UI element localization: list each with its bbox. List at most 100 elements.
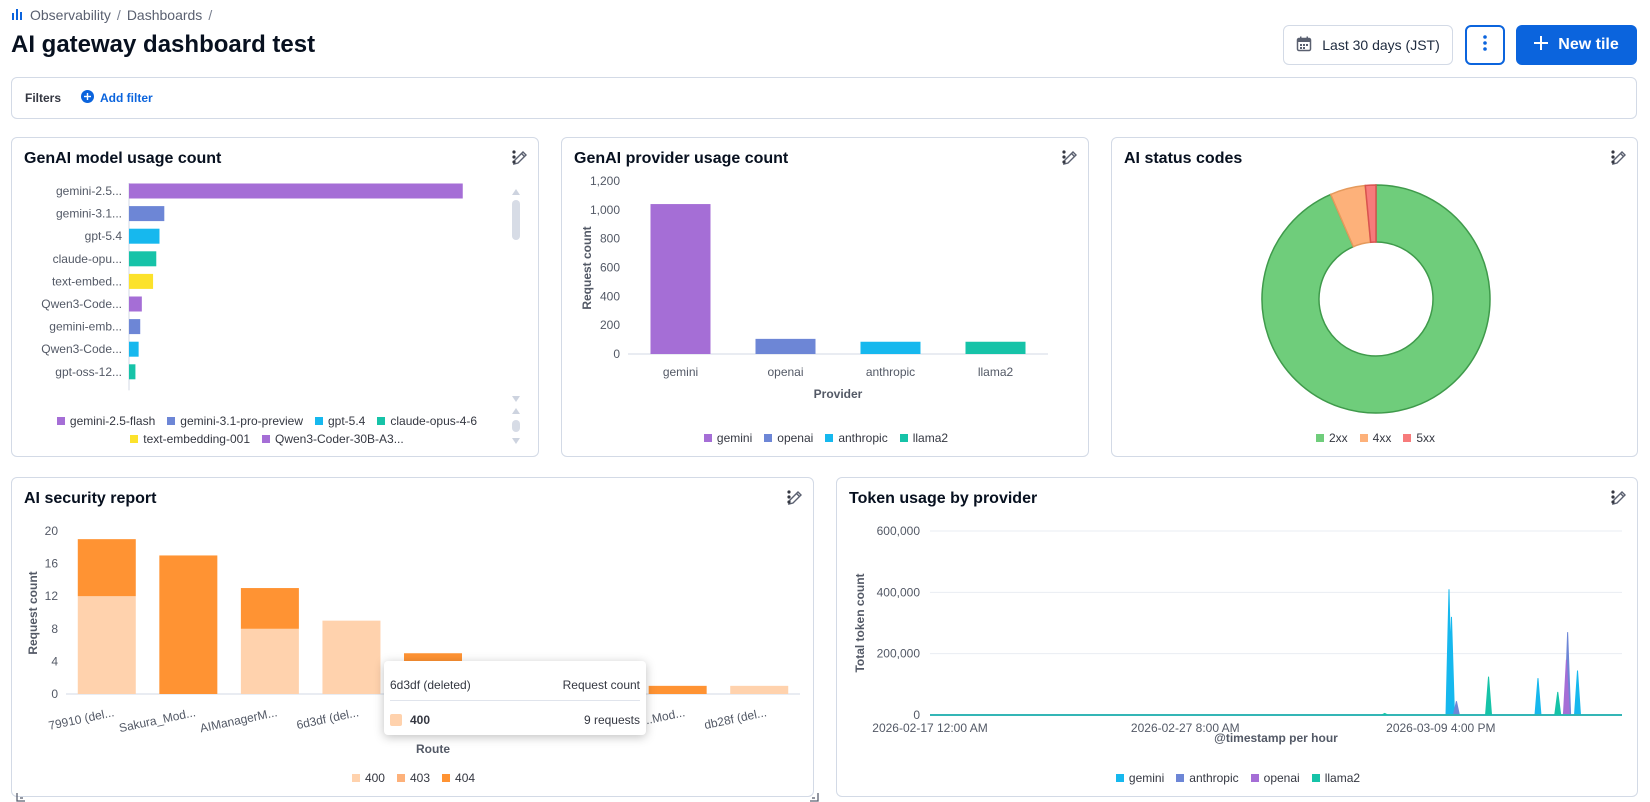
panel-status-codes: AI status codes 2xx 4xx 5xx xyxy=(1111,137,1638,457)
panel-title: GenAI model usage count xyxy=(24,150,222,167)
legend-item[interactable]: 400 xyxy=(351,771,385,785)
x-axis-title: @timestamp per hour xyxy=(1214,731,1338,745)
bar xyxy=(129,183,463,199)
status-codes-chart xyxy=(1261,184,1491,414)
panel-title: AI status codes xyxy=(1124,150,1243,167)
x-tick-label: gemini xyxy=(663,365,698,379)
legend-label: gpt-5.4 xyxy=(328,414,366,428)
legend-swatch xyxy=(56,417,65,425)
legend-swatch xyxy=(1250,774,1259,782)
y-axis-title: Request count xyxy=(580,226,594,309)
legend-item[interactable]: llama2 xyxy=(899,431,949,445)
legend-item[interactable]: openai xyxy=(1250,771,1300,785)
y-tick-label: 200 xyxy=(600,318,620,332)
legend-item[interactable]: llama2 xyxy=(1311,771,1360,785)
legend-label: anthropic xyxy=(838,431,888,445)
legend-item[interactable]: openai xyxy=(764,431,813,445)
legend-swatch xyxy=(1315,434,1324,442)
legend-item[interactable]: gemini xyxy=(1115,771,1164,785)
legend-label: Qwen3-Coder-30B-A3... xyxy=(275,432,404,446)
legend-item[interactable]: 4xx xyxy=(1359,431,1392,445)
legend-item[interactable]: 404 xyxy=(442,771,475,785)
legend-swatch xyxy=(167,417,176,425)
breadcrumb-dashboards[interactable]: Dashboards xyxy=(126,7,203,23)
more-options-button[interactable] xyxy=(1465,25,1505,65)
x-tick-label: db28f (del... xyxy=(703,705,768,732)
legend-item[interactable]: anthropic xyxy=(825,431,888,445)
y-axis-title: Total token count xyxy=(853,573,867,672)
legend-label: gemini-2.5-flash xyxy=(69,414,156,428)
legend-item[interactable]: gemini-3.1-pro-preview xyxy=(167,414,303,428)
security-report-chart: 0 4 8 12 16 20 79910 (del... Sakura_Mod... AIMan… xyxy=(26,524,800,756)
y-tick-label: 1,000 xyxy=(590,203,620,217)
legend-label: anthropic xyxy=(1189,771,1239,785)
tooltip-key: 400 xyxy=(410,713,431,727)
legend-item[interactable]: gemini-2.5-flash xyxy=(56,414,156,428)
breadcrumb-separator: / xyxy=(208,7,213,23)
x-tick-label: ...Mod... xyxy=(641,705,686,728)
y-tick-label: 20 xyxy=(45,524,59,538)
category-label: gpt-5.4 xyxy=(85,229,123,243)
legend-item[interactable]: 5xx xyxy=(1403,431,1435,445)
legend-swatch xyxy=(351,774,360,782)
legend-swatch xyxy=(262,435,270,443)
bar xyxy=(129,296,142,312)
legend-item[interactable]: 403 xyxy=(396,771,430,785)
legend-item[interactable]: gemini xyxy=(703,431,753,445)
series-spike xyxy=(1381,712,1388,716)
breadcrumb-observability[interactable]: Observability xyxy=(30,7,111,23)
bar-segment xyxy=(240,588,299,629)
legend: gemini anthropic openai llama2 xyxy=(857,771,1619,785)
y-tick-label: 400,000 xyxy=(877,585,921,599)
x-tick-label: 2026-02-27 8:00 AM xyxy=(1131,721,1240,735)
x-axis-title: Provider xyxy=(814,387,863,401)
legend-label: 4xx xyxy=(1372,431,1392,445)
legend-swatch xyxy=(899,434,908,442)
legend-item[interactable]: text-embedding-001 xyxy=(130,432,250,446)
x-tick-label: 2026-02-17 12:00 AM xyxy=(872,721,987,735)
provider-usage-chart: 0 200 400 600 800 1,000 1,200 gemini openai anthr… xyxy=(580,174,1048,401)
legend-item[interactable]: claude-opus-4-6 xyxy=(377,414,477,428)
x-tick-label: anthropic xyxy=(866,365,915,379)
x-tick-label: AIManagerM... xyxy=(199,705,279,735)
bar-segment xyxy=(648,685,707,694)
new-tile-button[interactable]: New tile xyxy=(1516,25,1637,65)
legend-item[interactable]: Qwen3-Coder-30B-A3... xyxy=(262,432,404,446)
chart-scrollbar[interactable] xyxy=(511,186,521,411)
legend-label: 2xx xyxy=(1328,431,1348,445)
legend: 2xx 4xx 5xx xyxy=(1132,431,1619,445)
plus-icon xyxy=(1534,35,1549,55)
plus-circle-icon xyxy=(81,90,95,106)
legend-label: gemini xyxy=(716,431,753,445)
legend-item[interactable]: gpt-5.4 xyxy=(315,414,365,428)
y-tick-label: 0 xyxy=(613,347,620,361)
legend: gemini openai anthropic llama2 xyxy=(582,431,1070,445)
panel-provider-usage: GenAI provider usage count 0 200 400 600 800… xyxy=(561,137,1089,457)
time-range-button[interactable]: Last 30 days (JST) xyxy=(1283,25,1453,65)
legend-swatch xyxy=(1311,774,1320,782)
legend-swatch xyxy=(764,434,773,442)
legend-label: text-embedding-001 xyxy=(143,432,250,446)
add-filter-button[interactable]: Add filter xyxy=(81,90,153,106)
legend-label: 5xx xyxy=(1416,431,1436,445)
series-spike xyxy=(1534,678,1542,716)
add-filter-label: Add filter xyxy=(100,91,153,105)
new-tile-label: New tile xyxy=(1558,36,1619,53)
bar xyxy=(860,341,921,354)
bar xyxy=(129,341,139,357)
y-tick-label: 600 xyxy=(600,261,620,275)
legend-swatch xyxy=(130,435,139,443)
bar xyxy=(129,228,160,244)
y-tick-label: 0 xyxy=(51,687,58,701)
time-range-label: Last 30 days (JST) xyxy=(1322,37,1440,53)
legend-label: openai xyxy=(1263,771,1300,785)
legend-scrollbar[interactable] xyxy=(511,406,521,446)
x-tick-label: 79910 (del... xyxy=(47,705,115,733)
tooltip-value: 9 requests xyxy=(583,713,640,727)
category-label: gpt-oss-12... xyxy=(55,365,122,379)
legend-item[interactable]: anthropic xyxy=(1176,771,1239,785)
legend-label: llama2 xyxy=(912,431,949,445)
token-usage-chart: 0 200,000 400,000 600,000 2026-02-17 12:00 A… xyxy=(853,524,1622,745)
legend-swatch xyxy=(1359,434,1368,442)
legend-item[interactable]: 2xx xyxy=(1315,431,1348,445)
